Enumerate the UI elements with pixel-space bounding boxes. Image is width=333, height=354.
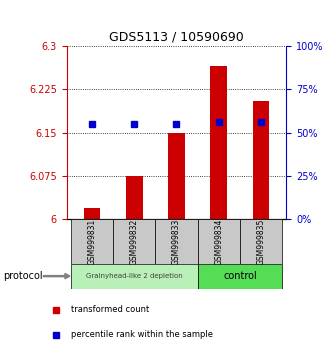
Title: GDS5113 / 10590690: GDS5113 / 10590690 <box>109 30 244 44</box>
Text: transformed count: transformed count <box>71 305 149 314</box>
Bar <box>240 219 282 264</box>
Text: GSM999832: GSM999832 <box>130 218 139 265</box>
Text: control: control <box>223 271 257 281</box>
Bar <box>252 101 269 219</box>
Text: protocol: protocol <box>3 271 43 281</box>
Bar <box>168 133 185 219</box>
Text: GSM999834: GSM999834 <box>214 218 223 265</box>
Bar <box>71 219 113 264</box>
Text: percentile rank within the sample: percentile rank within the sample <box>71 330 213 339</box>
Text: Grainyhead-like 2 depletion: Grainyhead-like 2 depletion <box>86 273 182 279</box>
Text: GSM999835: GSM999835 <box>256 218 265 265</box>
Text: GSM999831: GSM999831 <box>88 218 97 265</box>
Bar <box>71 264 197 289</box>
Text: GSM999833: GSM999833 <box>172 218 181 265</box>
Bar <box>197 219 240 264</box>
Bar <box>113 219 156 264</box>
Bar <box>197 264 282 289</box>
Bar <box>84 208 101 219</box>
Bar <box>126 176 143 219</box>
Bar <box>156 219 197 264</box>
Bar <box>210 66 227 219</box>
